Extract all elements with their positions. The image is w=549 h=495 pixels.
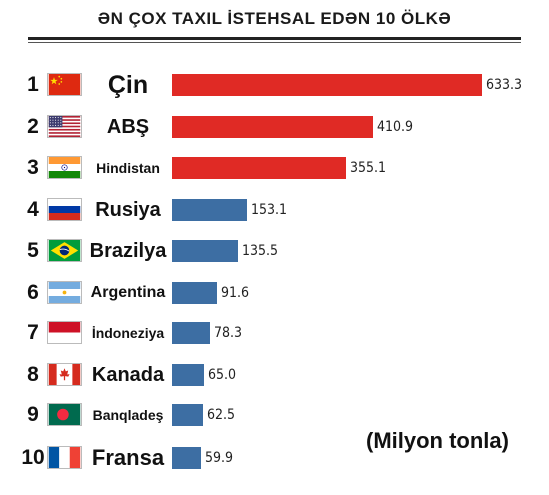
bar: [172, 116, 373, 138]
value-label: 153.1: [251, 202, 288, 218]
rank-number: 2: [27, 115, 39, 138]
canada-flag-icon: [48, 364, 81, 385]
country-label: Hindistan: [96, 160, 160, 176]
value-label: 65.0: [208, 367, 237, 383]
rank-number: 7: [27, 321, 39, 344]
bar: [172, 322, 210, 344]
bar: [172, 364, 204, 386]
rank-number: 6: [27, 281, 39, 304]
rank-number: 4: [27, 198, 39, 221]
chart-row: 10 Fransa 59.9: [0, 443, 549, 473]
bar: [172, 282, 217, 304]
value-label: 355.1: [350, 160, 387, 176]
indonesia-flag-icon: [48, 322, 81, 343]
country-label: ABŞ: [106, 116, 150, 138]
bar: [172, 74, 482, 96]
rank-number: 3: [27, 156, 39, 179]
china-flag-icon: [48, 74, 81, 95]
bar: [172, 447, 201, 469]
country-label: Kanada: [91, 364, 165, 386]
value-label: 410.9: [377, 119, 414, 135]
chart-row: 4 Rusiya 153.1: [0, 195, 549, 225]
rank-number: 5: [27, 239, 39, 262]
value-label: 59.9: [205, 450, 234, 466]
country-label: Brazilya: [89, 240, 167, 262]
country-label: Fransa: [91, 445, 165, 470]
unit-label: (Milyon tonla): [366, 428, 509, 453]
chart-row: 9 Banqladeş 62.5: [0, 400, 549, 430]
value-label: 62.5: [207, 407, 236, 423]
rank-number: 10: [21, 446, 45, 469]
india-flag-icon: [48, 157, 81, 178]
value-label: 91.6: [221, 285, 250, 301]
russia-flag-icon: [48, 199, 81, 220]
bar: [172, 404, 203, 426]
chart-row: 1 Çin 633.3: [0, 70, 549, 100]
chart-row: 2 ABŞ 410.9: [0, 112, 549, 142]
country-label: Rusiya: [95, 199, 161, 221]
bar: [172, 240, 238, 262]
argentina-flag-icon: [48, 282, 81, 303]
bar: [172, 199, 247, 221]
chart-row: 7 İndoneziya 78.3: [0, 318, 549, 348]
chart-row: 6 Argentina 91.6: [0, 278, 549, 308]
bar: [172, 157, 346, 179]
title-divider: [28, 37, 521, 40]
chart-title: ƏN ÇOX TAXIL İSTEHSAL EDƏN 10 ÖLKƏ: [97, 9, 452, 28]
bangladesh-flag-icon: [48, 404, 81, 425]
usa-flag-icon: [48, 116, 81, 137]
chart-row: 8 Kanada 65.0: [0, 360, 549, 390]
title-divider-thin: [28, 42, 521, 43]
rank-number: 9: [27, 403, 39, 426]
rank-number: 1: [27, 73, 39, 96]
rank-number: 8: [27, 363, 39, 386]
france-flag-icon: [48, 447, 81, 468]
brazil-flag-icon: [48, 240, 81, 261]
country-label: Çin: [107, 71, 149, 99]
country-label: Argentina: [90, 284, 166, 301]
country-label: Banqladeş: [92, 407, 164, 423]
value-label: 135.5: [242, 243, 279, 259]
value-label: 633.3: [486, 77, 523, 93]
chart-row: 3 Hindistan 355.1: [0, 153, 549, 183]
chart-row: 5 Brazilya 135.5: [0, 236, 549, 266]
value-label: 78.3: [214, 325, 243, 341]
country-label: İndoneziya: [91, 325, 165, 341]
